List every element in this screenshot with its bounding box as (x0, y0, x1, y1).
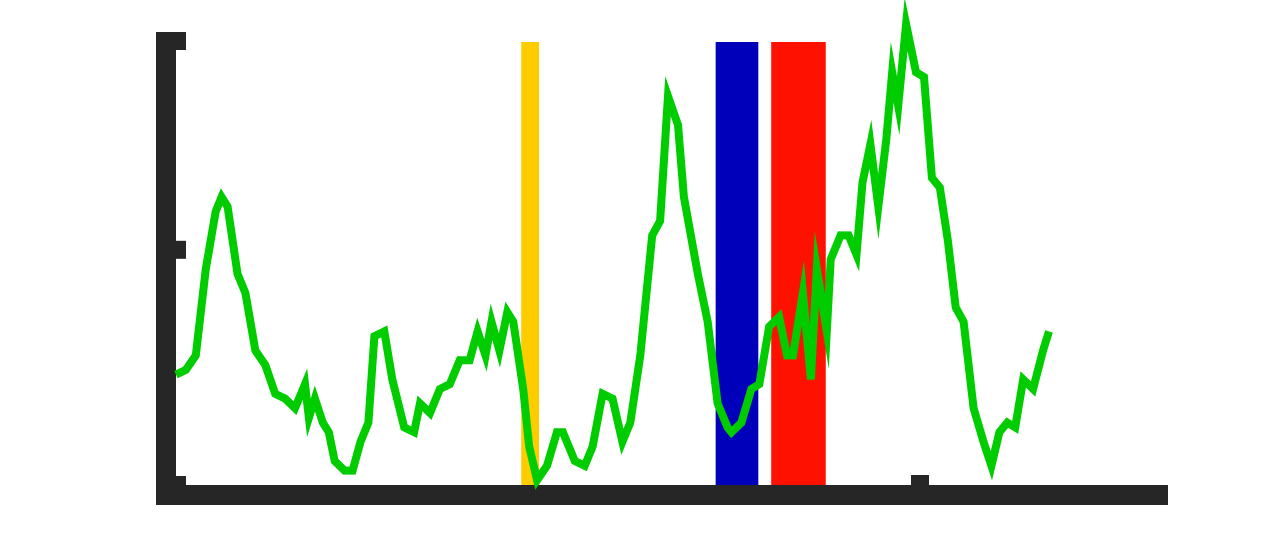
series-layer (174, 0, 1053, 490)
axes (156, 32, 1168, 505)
x-tick-2 (911, 475, 929, 485)
x-axis-line (156, 485, 1168, 505)
y-tick-2 (176, 240, 186, 259)
y-tick-3 (176, 32, 186, 50)
series-line-1 (174, 0, 1053, 490)
y-axis-line (156, 32, 176, 505)
y-tick-1 (176, 476, 186, 494)
